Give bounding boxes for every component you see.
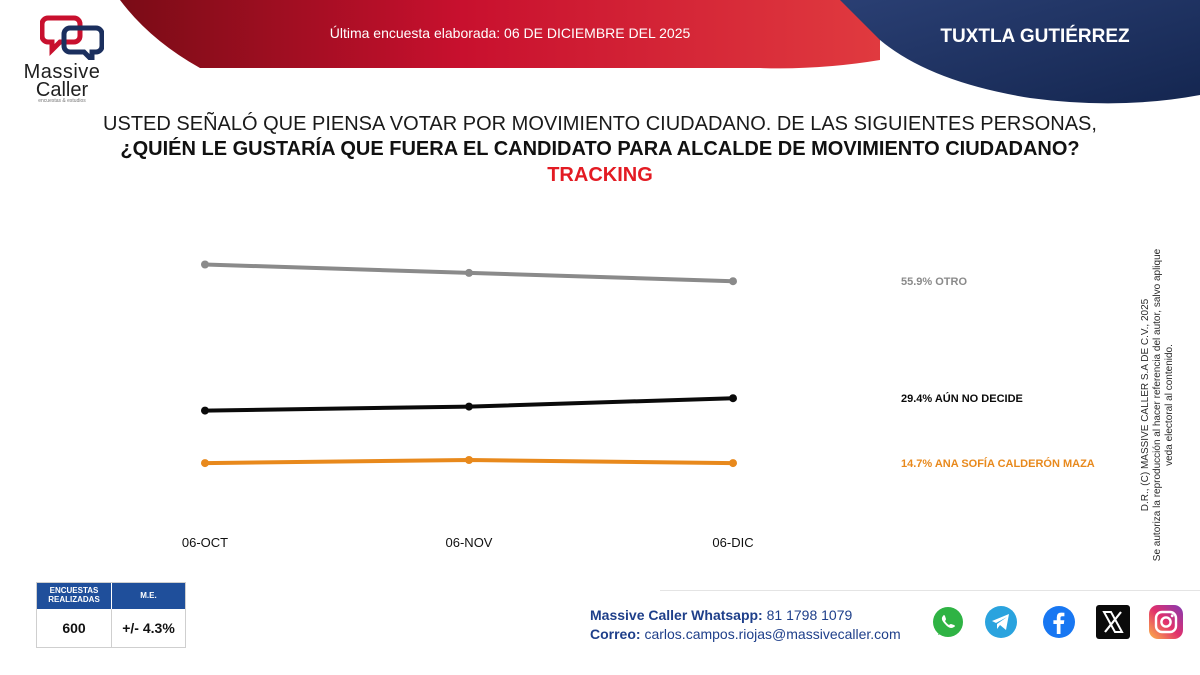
whatsapp-contact: Massive Caller Whatsapp: 81 1798 1079	[590, 606, 901, 625]
brand-logo-icon	[40, 15, 104, 60]
brand-name-line2: Caller	[35, 79, 89, 101]
header-banner	[120, 0, 1200, 104]
brand-name-line1: Massive	[23, 61, 101, 83]
data-point-otro-06-nov	[465, 268, 473, 277]
copyright-notice: D.R., (C) MASSIVE CALLER S.A DE C.V., 20…	[1140, 240, 1176, 570]
contact-info: Massive Caller Whatsapp: 81 1798 1079 Co…	[590, 606, 901, 644]
footer-divider	[660, 590, 1200, 591]
tracking-line-chart: 06-OCT 06-NOV 06-DIC 55.9% OTRO 29.4% AÚN NO…	[182, 260, 1095, 550]
instagram-icon[interactable]	[1148, 604, 1184, 640]
whatsapp-icon[interactable]	[930, 604, 966, 640]
data-point-aun-no-decide-06-dic	[729, 394, 737, 403]
brand-tagline: encuestas & estudios	[38, 98, 86, 104]
x-tick-label-06-oct: 06-OCT	[182, 535, 228, 550]
chart-title-tracking: TRACKING	[547, 164, 653, 186]
whatsapp-number[interactable]: 81 1798 1079	[766, 607, 853, 623]
survey-date: Última encuesta elaborada: 06 DE DICIEMB…	[329, 25, 691, 41]
data-point-otro-06-oct	[201, 260, 209, 269]
x-tick-label-06-nov: 06-NOV	[446, 535, 493, 550]
series-label-aun-no-decide: 29.4% AÚN NO DECIDE	[901, 392, 1023, 405]
email-label: Correo:	[590, 626, 641, 642]
email-address[interactable]: carlos.campos.riojas@massivecaller.com	[644, 626, 901, 642]
series-label-ana-sofia-calderon-maza: 14.7% ANA SOFÍA CALDERÓN MAZA	[901, 457, 1095, 470]
whatsapp-label: Massive Caller Whatsapp:	[590, 607, 763, 623]
email-contact: Correo: carlos.campos.riojas@massivecall…	[590, 625, 901, 644]
series-label-otro: 55.9% OTRO	[901, 276, 967, 288]
facebook-icon[interactable]	[1041, 604, 1077, 640]
data-point-ana-sofia-calderon-maza-06-oct	[201, 459, 209, 468]
data-point-ana-sofia-calderon-maza-06-nov	[465, 456, 473, 464]
margin-error-value: +/- 4.3%	[122, 620, 175, 636]
city-title: TUXTLA GUTIÉRREZ	[940, 26, 1130, 47]
copyright-line-2: Se autoriza la reproducción al hacer ref…	[1152, 248, 1175, 562]
data-point-aun-no-decide-06-nov	[465, 402, 473, 411]
x-icon[interactable]	[1095, 604, 1131, 640]
survey-stats-table: ENCUESTAS REALIZADAS M.E. 600 +/- 4.3%	[36, 582, 186, 648]
surveys-header: ENCUESTAS REALIZADAS	[37, 583, 112, 609]
margin-error-header: M.E.	[112, 583, 185, 609]
data-point-otro-06-dic	[729, 277, 737, 286]
data-point-aun-no-decide-06-oct	[201, 406, 209, 415]
telegram-icon[interactable]	[983, 604, 1019, 640]
question-line-1: USTED SEÑALÓ QUE PIENSA VOTAR POR MOVIMI…	[103, 113, 1097, 135]
surveys-value: 600	[37, 609, 112, 647]
question-line-2: ¿QUIÉN LE GUSTARÍA QUE FUERA EL CANDIDAT…	[120, 138, 1080, 160]
copyright-line-1: D.R., (C) MASSIVE CALLER S.A DE C.V., 20…	[1140, 298, 1151, 512]
data-point-ana-sofia-calderon-maza-06-dic	[729, 459, 737, 468]
x-tick-label-06-dic: 06-DIC	[712, 535, 753, 550]
